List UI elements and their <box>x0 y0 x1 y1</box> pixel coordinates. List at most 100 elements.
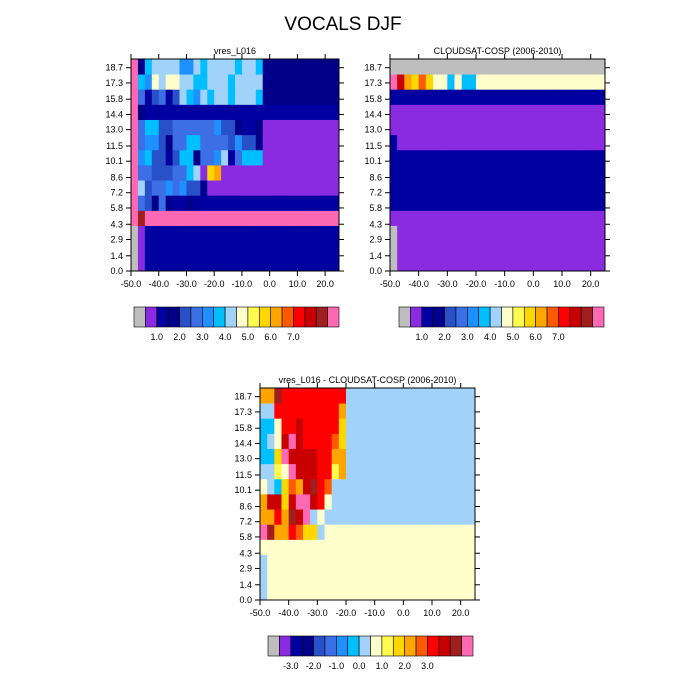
heatmap-cell <box>424 584 433 601</box>
heatmap-cell <box>432 418 440 434</box>
heatmap-cell <box>288 584 297 601</box>
heatmap-cell <box>454 225 463 242</box>
heatmap-cell <box>267 554 275 571</box>
colorbar-label: 2.0 <box>438 332 451 342</box>
heatmap-cell <box>460 509 469 525</box>
heatmap-cell <box>504 59 513 75</box>
heatmap-cell <box>468 149 477 166</box>
heatmap-cell <box>353 584 361 601</box>
heatmap-cell <box>483 74 491 90</box>
heatmap-cell <box>297 195 305 211</box>
heatmap-cell <box>144 195 153 211</box>
heatmap-cell <box>367 554 376 571</box>
heatmap-cell <box>554 165 563 181</box>
heatmap-cell <box>235 225 243 242</box>
heatmap-cell <box>193 74 201 90</box>
heatmap-cell <box>446 478 454 495</box>
heatmap-cell <box>410 539 419 555</box>
heatmap-cell <box>583 225 592 242</box>
colorbar-box <box>327 306 340 328</box>
heatmap-cell <box>281 569 290 586</box>
heatmap-cell <box>467 539 476 555</box>
heatmap-cell <box>288 403 297 419</box>
heatmap-cell <box>410 418 419 434</box>
heatmap-cell <box>374 448 383 465</box>
heatmap-cell <box>403 569 411 586</box>
heatmap-cell <box>346 463 354 480</box>
colorbar-box <box>432 306 445 328</box>
heatmap-cell <box>353 418 361 434</box>
heatmap-cell <box>360 569 368 586</box>
heatmap-cell <box>454 195 463 211</box>
heatmap-cell <box>417 478 426 495</box>
y-tick-label: 2.9 <box>369 234 382 244</box>
heatmap-cell <box>404 210 412 226</box>
heatmap-cell <box>547 59 556 75</box>
heatmap-cell <box>310 584 318 601</box>
heatmap-cell <box>241 195 250 211</box>
heatmap-cell <box>200 89 208 105</box>
heatmap-cell <box>476 134 484 151</box>
heatmap-cell <box>360 539 368 555</box>
panels: vres_L016 -50.0 -40.0 -30.0 -20.0 -10.0 0.0 10.… <box>105 46 610 671</box>
y-tick-label: 14.4 <box>364 109 382 119</box>
heatmap-cell <box>338 403 347 419</box>
heatmap-cell <box>468 195 477 211</box>
colorbar-box <box>455 306 468 328</box>
heatmap-cell <box>274 494 282 510</box>
heatmap-cell <box>338 554 347 571</box>
heatmap-cell <box>281 418 290 434</box>
heatmap-cell <box>248 119 257 136</box>
heatmap-cell <box>367 388 376 404</box>
x-tick-label: -50.0 <box>121 279 142 289</box>
heatmap-cell <box>295 478 304 495</box>
heatmap-cell <box>597 210 606 226</box>
heatmap-cell <box>151 134 160 151</box>
heatmap-cell <box>446 418 454 434</box>
heatmap-cell <box>569 104 577 120</box>
heatmap-cell <box>131 59 139 75</box>
heatmap-cell <box>411 89 420 105</box>
heatmap-cell <box>228 225 236 242</box>
heatmap-cell <box>214 59 222 75</box>
heatmap-cell <box>390 74 398 90</box>
heatmap-cell <box>283 119 291 136</box>
heatmap-cell <box>353 554 361 571</box>
heatmap-cell <box>338 584 347 601</box>
heatmap-cell <box>317 388 325 404</box>
heatmap-cell <box>131 255 139 272</box>
heatmap-cell <box>467 554 476 571</box>
heatmap-cell <box>583 255 592 272</box>
heatmap-cell <box>461 255 470 272</box>
heatmap-cell <box>311 104 319 120</box>
heatmap-cell <box>151 165 160 181</box>
heatmap-cell <box>255 119 264 136</box>
heatmap-cell <box>447 59 455 75</box>
heatmap-cell <box>540 119 549 136</box>
heatmap-cell <box>490 255 498 272</box>
heatmap-cell <box>569 240 577 257</box>
heatmap-cell <box>583 119 592 136</box>
heatmap-cell <box>290 104 298 120</box>
colorbar-box <box>347 635 360 657</box>
colorbar-label: -2.0 <box>306 661 322 671</box>
heatmap-cell <box>325 74 333 90</box>
heatmap-cell <box>432 524 440 540</box>
colorbar-box <box>179 306 192 328</box>
heatmap-cell <box>151 59 160 75</box>
heatmap-cell <box>483 210 491 226</box>
heatmap-cell <box>331 569 340 586</box>
heatmap-cell <box>439 418 447 434</box>
heatmap-cell <box>311 89 319 105</box>
heatmap-cell <box>228 165 236 181</box>
heatmap-cell <box>260 418 268 434</box>
heatmap-cell <box>324 433 333 449</box>
colorbar-box <box>415 635 428 657</box>
heatmap-cell <box>396 418 404 434</box>
heatmap-cell <box>533 89 541 105</box>
heatmap-cell <box>325 104 333 120</box>
heatmap-cell <box>318 119 326 136</box>
heatmap-cell <box>367 494 376 510</box>
colorbar-box <box>546 306 559 328</box>
heatmap-cell <box>446 539 454 555</box>
